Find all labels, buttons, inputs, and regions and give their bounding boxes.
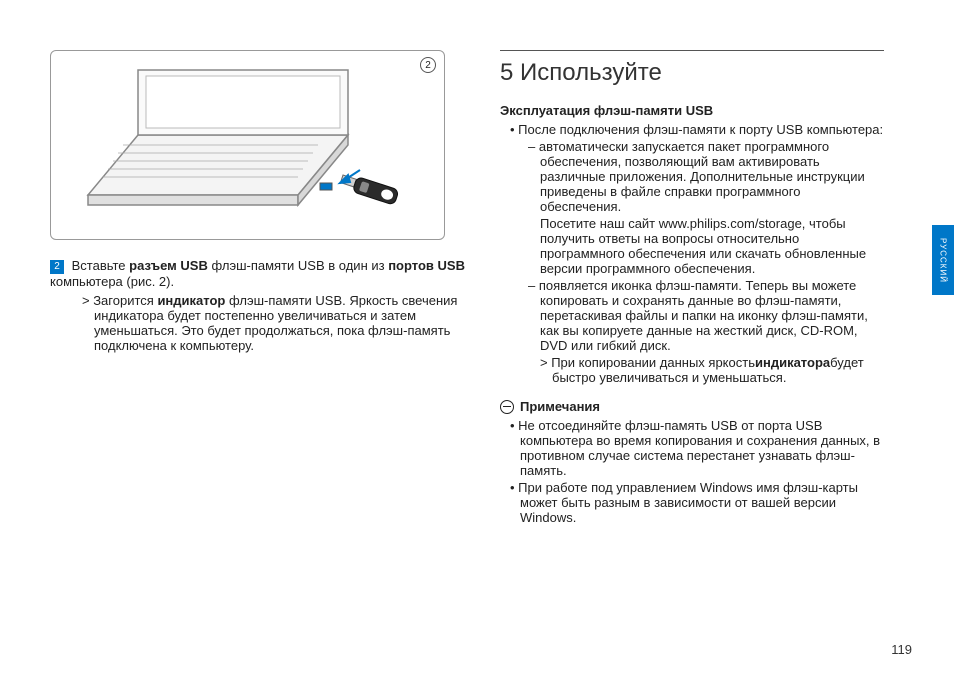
- notes-heading: Примечания: [500, 399, 884, 414]
- note-icon: [500, 400, 514, 414]
- figure-number: 2: [420, 57, 436, 73]
- figure-laptop-usb: 2: [50, 50, 445, 240]
- bullet-visit-site: Посетите наш сайт www.philips.com/storag…: [540, 216, 884, 276]
- bullet-copy-indicator: > При копировании данных яркостьиндикато…: [540, 355, 884, 385]
- subhead-operation: Эксплуатация флэш-памяти USB: [500, 103, 884, 118]
- note-1: • Не отсоединяйте флэш-память USB от пор…: [510, 418, 884, 478]
- language-tab: Русский: [932, 225, 954, 295]
- step-2: 2 Вставьте разъем USB флэш-памяти USB в …: [50, 258, 470, 353]
- bullet-after-connect: • После подключения флэш-памяти к порту …: [510, 122, 884, 137]
- step-badge: 2: [50, 260, 64, 274]
- right-column: 5 Используйте Эксплуатация флэш-памяти U…: [500, 50, 914, 527]
- section-rule: [500, 50, 884, 51]
- left-column: 2: [50, 50, 470, 527]
- note-2: • При работе под управлением Windows имя…: [510, 480, 884, 525]
- bullet-auto-software: – автоматически запускается пакет програ…: [528, 139, 884, 214]
- bullet-icon-appears: – появляется иконка флэш-памяти. Теперь …: [528, 278, 884, 353]
- step-sub: > Загорится индикатор флэш-памяти USB. Я…: [82, 293, 470, 353]
- section-title: 5 Используйте: [500, 59, 884, 87]
- page-number: 119: [891, 642, 912, 657]
- step-text: Вставьте разъем USB флэш-памяти USB в од…: [50, 258, 465, 289]
- laptop-illustration: [68, 65, 428, 225]
